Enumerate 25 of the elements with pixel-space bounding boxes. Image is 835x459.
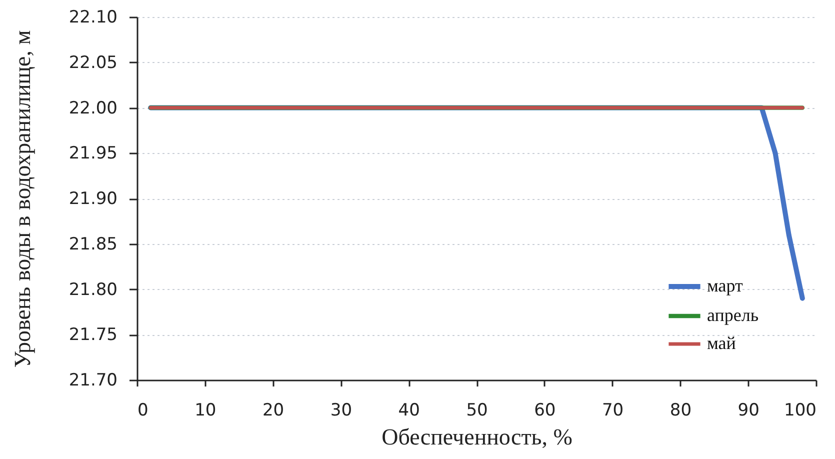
y-tick-label: 21.80 (68, 280, 118, 300)
y-tick-label: 21.85 (68, 234, 118, 254)
y-tick-label: 22.00 (68, 98, 118, 118)
x-tick-label: 50 (466, 400, 488, 420)
x-tick-label: 90 (738, 400, 760, 420)
x-tick-label: 60 (534, 400, 556, 420)
x-tick-label: 100 (784, 400, 816, 420)
x-tick-label: 10 (194, 400, 216, 420)
y-tick-label: 21.70 (68, 370, 118, 390)
legend-label: май (707, 333, 736, 353)
y-tick-label: 21.90 (68, 189, 118, 209)
x-axis-title: Обеспеченность, % (382, 424, 572, 450)
x-tick-label: 70 (602, 400, 624, 420)
x-tick-label: 80 (670, 400, 692, 420)
y-axis-title: Уровень воды в водохранилище, м (10, 30, 35, 368)
x-tick-label: 0 (138, 400, 148, 420)
x-tick-label: 30 (330, 400, 352, 420)
y-tick-label: 21.75 (68, 325, 118, 346)
x-tick-label: 20 (262, 400, 284, 420)
y-tick-label: 22.10 (68, 8, 118, 28)
x-tick-label: 40 (398, 400, 420, 420)
y-tick-label: 22.05 (68, 52, 118, 73)
legend-label: март (707, 276, 744, 296)
y-tick-label: 21.95 (68, 144, 118, 164)
legend-label: апрель (707, 305, 759, 325)
